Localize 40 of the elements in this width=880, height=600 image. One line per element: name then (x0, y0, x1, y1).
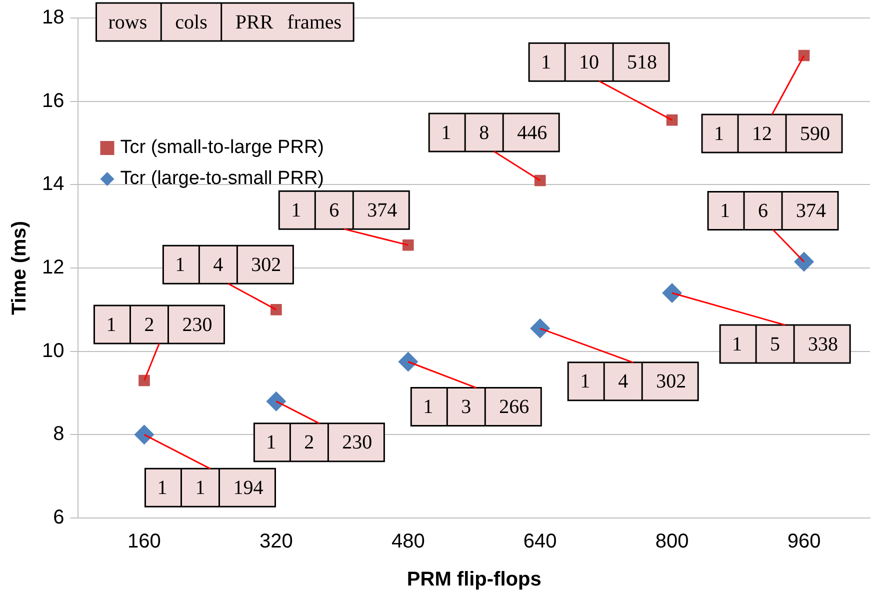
legend-label: Tcr (small-to-large PRR) (120, 137, 324, 158)
point (138, 374, 150, 386)
y-tick-label: 12 (42, 256, 64, 279)
annotation: 1 10 518 (541, 51, 658, 74)
y-tick-label: 6 (53, 506, 64, 529)
annotation: 1 2 230 (106, 314, 212, 336)
point (270, 304, 282, 316)
legend-label: Tcr (large-to-small PRR) (120, 168, 324, 190)
annotation: 1 12 590 (714, 122, 830, 145)
annotation: 1 1 194 (157, 476, 264, 499)
y-tick-label: 16 (42, 90, 64, 112)
y-axis-title: Time (ms) (8, 220, 31, 316)
annotation: 1 4 302 (580, 370, 686, 393)
y-tick-label: 10 (42, 340, 64, 362)
point (530, 318, 550, 338)
point (662, 283, 682, 303)
x-tick-label: 320 (259, 530, 293, 553)
x-axis-title: PRM flip-flops (406, 568, 542, 591)
annotation: 1 6 374 (291, 199, 398, 222)
y-tick-label: 14 (42, 173, 64, 196)
y-tick-label: 18 (42, 6, 64, 29)
x-tick-label: 480 (391, 530, 425, 553)
point (534, 174, 546, 186)
point (794, 252, 814, 272)
x-tick-label: 800 (655, 530, 689, 553)
annotation: 1 4 302 (175, 254, 282, 276)
annotation: 1 8 446 (441, 122, 548, 144)
x-tick-label: 640 (523, 530, 557, 553)
point (266, 391, 286, 412)
x-tick-label: 960 (787, 530, 821, 553)
annotation: 1 3 266 (423, 396, 530, 418)
annotation: 1 5 338 (732, 333, 838, 356)
point (402, 239, 414, 251)
point (134, 424, 154, 445)
x-tick-label: 160 (128, 530, 161, 553)
annotation: 1 2 230 (266, 432, 372, 454)
annotation: rows cols PRR frames (108, 11, 342, 34)
point (398, 352, 418, 372)
y-tick-label: 8 (53, 423, 64, 446)
annotation: 1 6 374 (720, 200, 826, 222)
